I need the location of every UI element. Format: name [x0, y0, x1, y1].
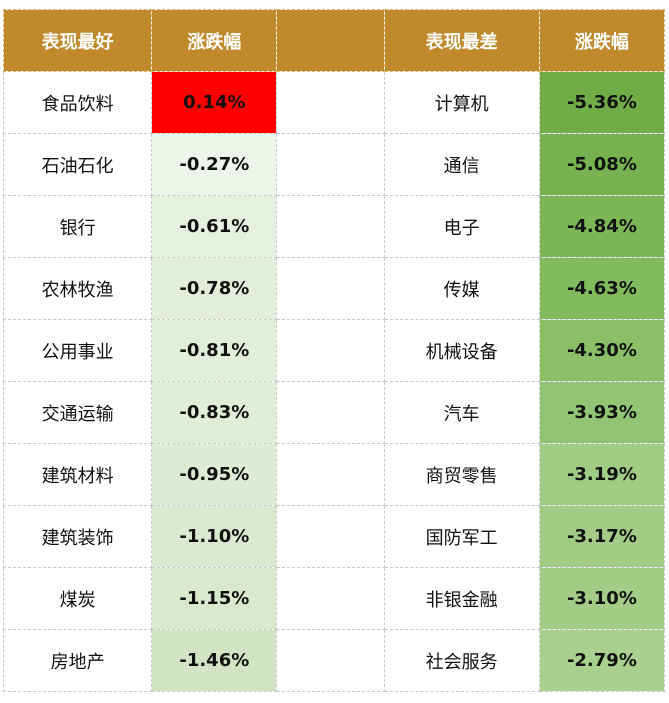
best-industry-name: 建筑材料: [2, 443, 153, 506]
best-industry-change: -1.15%: [151, 567, 278, 630]
best-industry-change: -1.10%: [151, 505, 278, 568]
best-industry-name: 房地产: [2, 629, 153, 692]
table-row: 食品饮料 0.14% 计算机 -5.36%: [2, 71, 666, 134]
best-industry-name: 银行: [2, 195, 153, 258]
worst-industry-name: 汽车: [383, 381, 540, 444]
best-industry-change: -1.46%: [151, 629, 278, 692]
table-row: 交通运输 -0.83% 汽车 -3.93%: [2, 381, 666, 444]
best-industry-name: 公用事业: [2, 319, 153, 382]
row-spacer: [276, 257, 385, 320]
best-industry-name: 交通运输: [2, 381, 153, 444]
table-row: 银行 -0.61% 电子 -4.84%: [2, 195, 666, 258]
best-industry-name: 煤炭: [2, 567, 153, 630]
worst-industry-name: 计算机: [383, 71, 540, 134]
worst-industry-change: -3.19%: [538, 443, 666, 506]
table-row: 建筑材料 -0.95% 商贸零售 -3.19%: [2, 443, 666, 506]
row-spacer: [276, 133, 385, 196]
best-change-header: 涨跌幅: [151, 9, 278, 72]
worst-industry-name: 社会服务: [383, 629, 540, 692]
worst-industry-name: 电子: [383, 195, 540, 258]
best-industry-name: 食品饮料: [2, 71, 153, 134]
table-row: 石油石化 -0.27% 通信 -5.08%: [2, 133, 666, 196]
worst-industry-change: -4.84%: [538, 195, 666, 258]
row-spacer: [276, 443, 385, 506]
worst-industry-change: -3.10%: [538, 567, 666, 630]
industry-performance-table: 表现最好 涨跌幅 表现最差 涨跌幅 食品饮料 0.14% 计算机 -5.36% 石油石化…: [2, 9, 666, 692]
row-spacer: [276, 629, 385, 692]
table-row: 公用事业 -0.81% 机械设备 -4.30%: [2, 319, 666, 382]
best-name-header: 表现最好: [2, 9, 153, 72]
table-row: 房地产 -1.46% 社会服务 -2.79%: [2, 629, 666, 692]
best-industry-change: -0.95%: [151, 443, 278, 506]
row-spacer: [276, 505, 385, 568]
worst-industry-change: -3.93%: [538, 381, 666, 444]
best-industry-name: 石油石化: [2, 133, 153, 196]
best-industry-name: 建筑装饰: [2, 505, 153, 568]
best-industry-change: -0.81%: [151, 319, 278, 382]
worst-industry-name: 国防军工: [383, 505, 540, 568]
worst-industry-change: -2.79%: [538, 629, 666, 692]
row-spacer: [276, 381, 385, 444]
best-industry-change: -0.78%: [151, 257, 278, 320]
best-industry-change: -0.27%: [151, 133, 278, 196]
worst-industry-change: -5.36%: [538, 71, 666, 134]
best-industry-change: 0.14%: [151, 71, 278, 134]
worst-industry-name: 商贸零售: [383, 443, 540, 506]
table-row: 煤炭 -1.15% 非银金融 -3.10%: [2, 567, 666, 630]
worst-industry-name: 非银金融: [383, 567, 540, 630]
worst-industry-name: 机械设备: [383, 319, 540, 382]
worst-industry-name: 传媒: [383, 257, 540, 320]
best-industry-change: -0.83%: [151, 381, 278, 444]
header-row: 表现最好 涨跌幅 表现最差 涨跌幅: [2, 9, 666, 72]
table-row: 农林牧渔 -0.78% 传媒 -4.63%: [2, 257, 666, 320]
row-spacer: [276, 319, 385, 382]
header-spacer: [276, 9, 385, 72]
worst-industry-change: -4.63%: [538, 257, 666, 320]
worst-industry-change: -5.08%: [538, 133, 666, 196]
table-body: 食品饮料 0.14% 计算机 -5.36% 石油石化 -0.27% 通信 -5.08% 银行 -0…: [2, 71, 666, 692]
best-industry-name: 农林牧渔: [2, 257, 153, 320]
worst-industry-change: -3.17%: [538, 505, 666, 568]
row-spacer: [276, 195, 385, 258]
table-row: 建筑装饰 -1.10% 国防军工 -3.17%: [2, 505, 666, 568]
row-spacer: [276, 567, 385, 630]
worst-industry-change: -4.30%: [538, 319, 666, 382]
worst-name-header: 表现最差: [383, 9, 540, 72]
worst-industry-name: 通信: [383, 133, 540, 196]
worst-change-header: 涨跌幅: [538, 9, 666, 72]
best-industry-change: -0.61%: [151, 195, 278, 258]
row-spacer: [276, 71, 385, 134]
